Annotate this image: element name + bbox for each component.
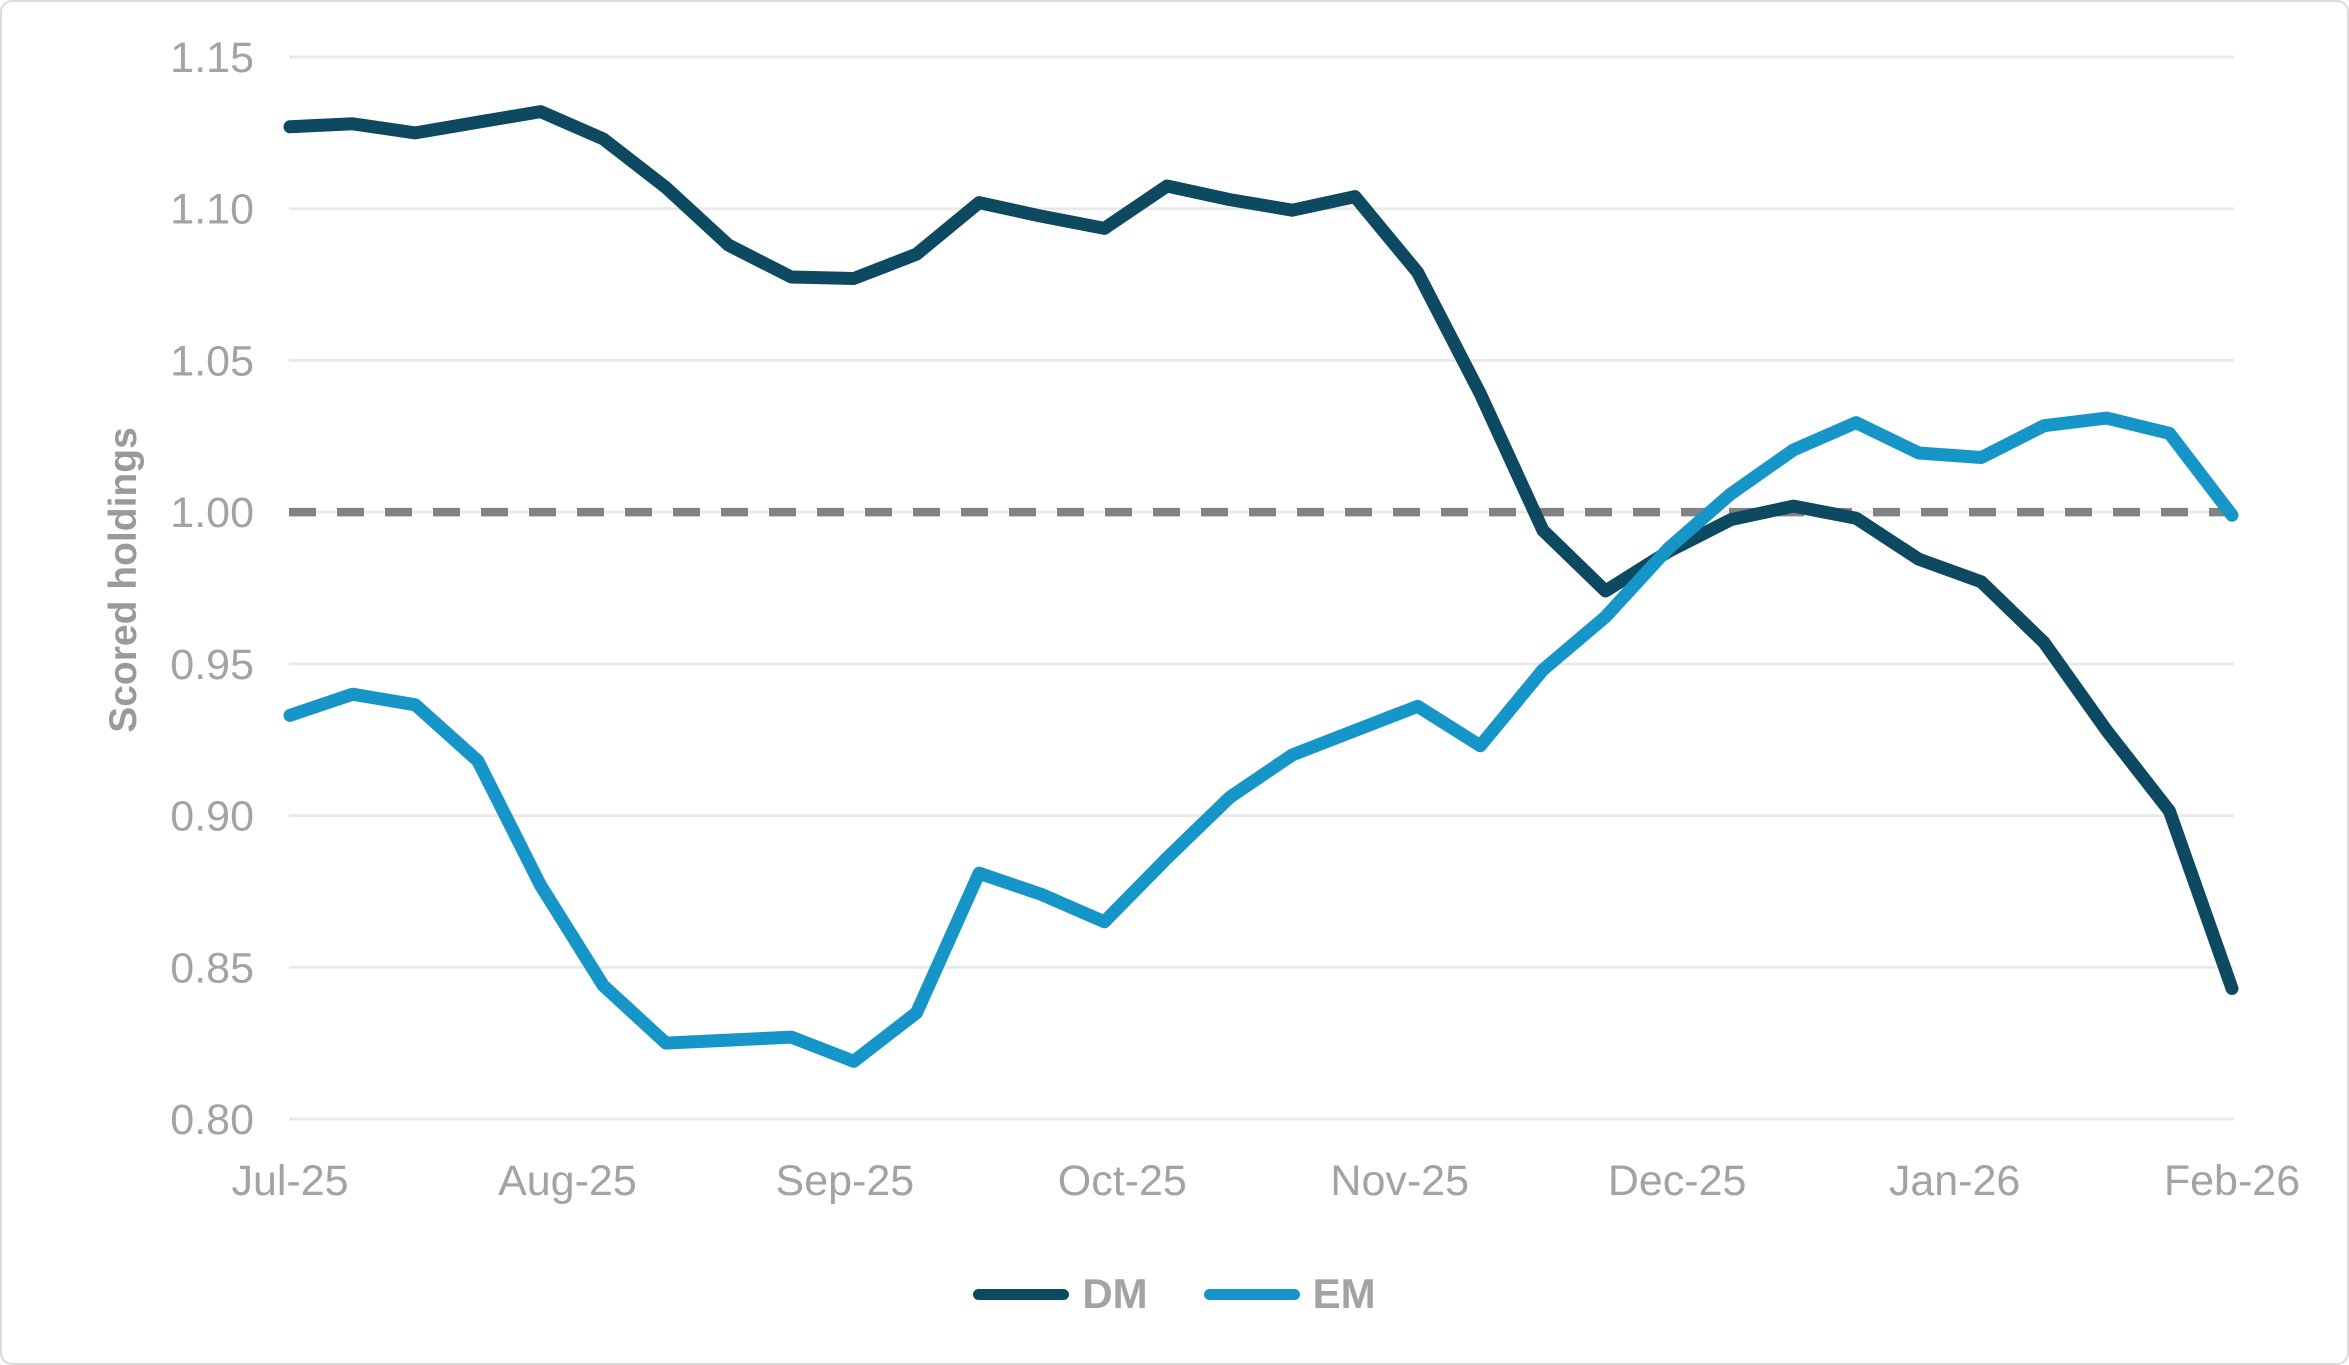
series-line-em — [283, 411, 2239, 1068]
legend-label-dm: DM — [1082, 1270, 1148, 1317]
y-tick-label: 1.15 — [170, 34, 254, 82]
dm-line-swatch — [973, 1288, 1070, 1300]
legend-item-dm: DM — [973, 1270, 1148, 1318]
x-tick-label: Jul-25 — [231, 1157, 348, 1205]
legend: DM EM — [2, 1270, 2347, 1318]
y-tick-label: 1.10 — [170, 186, 254, 234]
y-tick-label: 0.80 — [170, 1096, 254, 1144]
x-tick-label: Sep-25 — [776, 1157, 915, 1205]
legend-item-em: EM — [1203, 1270, 1376, 1318]
x-tick-label: Nov-25 — [1330, 1157, 1469, 1205]
y-tick-label: 0.95 — [170, 641, 254, 689]
x-tick-label: Feb-26 — [2164, 1157, 2300, 1205]
y-tick-label: 0.90 — [170, 793, 254, 841]
em-line-swatch — [1203, 1288, 1300, 1300]
legend-label-em: EM — [1312, 1270, 1376, 1317]
x-tick-label: Jan-26 — [1889, 1157, 2020, 1205]
x-tick-label: Oct-25 — [1058, 1157, 1187, 1205]
y-tick-label: 1.05 — [170, 337, 254, 385]
y-tick-label: 0.85 — [170, 944, 254, 992]
y-tick-label: 1.00 — [170, 489, 254, 537]
x-tick-label: Dec-25 — [1608, 1157, 1747, 1205]
x-tick-label: Aug-25 — [498, 1157, 637, 1205]
series-line-dm — [283, 105, 2239, 995]
y-axis-title: Scored holdings — [102, 427, 145, 733]
